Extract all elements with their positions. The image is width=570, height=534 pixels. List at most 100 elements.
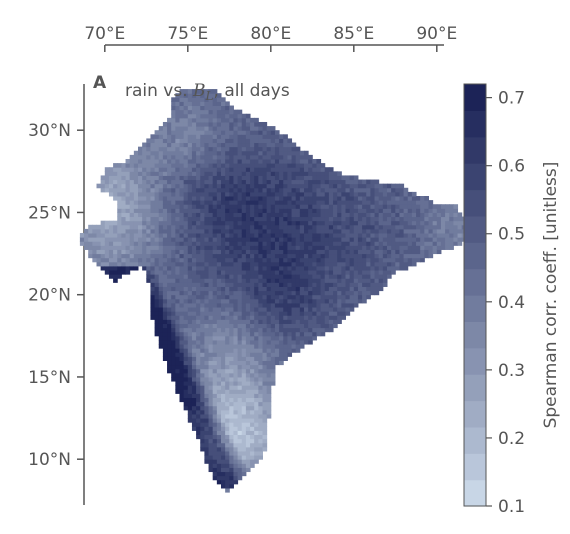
- heatmap-cell: [204, 89, 210, 94]
- heatmap-cell: [378, 224, 384, 230]
- heatmap-cell: [138, 237, 143, 242]
- heatmap-cell: [196, 175, 201, 181]
- heatmap-cell: [183, 286, 189, 292]
- heatmap-cell: [208, 389, 214, 394]
- heatmap-cell: [250, 150, 255, 156]
- heatmap-cell: [150, 212, 156, 218]
- heatmap-cell: [237, 352, 243, 357]
- heatmap-cell: [212, 130, 218, 135]
- heatmap-cell: [241, 307, 247, 312]
- heatmap-cell: [395, 265, 400, 271]
- heatmap-cell: [158, 224, 164, 230]
- heatmap-cell: [449, 241, 454, 246]
- heatmap-cell: [287, 274, 293, 279]
- heatmap-cell: [175, 154, 180, 160]
- heatmap-cell: [391, 204, 396, 209]
- heatmap-cell: [229, 467, 234, 473]
- heatmap-cell: [295, 253, 301, 259]
- heatmap-cell: [266, 150, 272, 156]
- colorbar-tick-label: 0.3: [498, 361, 525, 381]
- heatmap-cell: [229, 130, 234, 135]
- heatmap-cell: [391, 253, 396, 259]
- heatmap-cell: [283, 196, 288, 201]
- heatmap-cell: [245, 418, 251, 423]
- heatmap-cell: [245, 323, 251, 329]
- heatmap-cell: [250, 179, 255, 185]
- heatmap-cell: [171, 233, 176, 238]
- heatmap-cell: [108, 257, 114, 263]
- heatmap-cell: [262, 208, 268, 213]
- heatmap-cell: [241, 142, 247, 148]
- colorbar-segment: [464, 400, 486, 428]
- heatmap-cell: [245, 241, 251, 246]
- heatmap-cell: [183, 228, 189, 234]
- heatmap-cell: [250, 204, 255, 209]
- heatmap-cell: [362, 249, 367, 255]
- heatmap-cell: [204, 426, 210, 431]
- heatmap-cell: [233, 434, 239, 440]
- heatmap-cell: [374, 282, 380, 287]
- heatmap-cell: [283, 204, 288, 209]
- heatmap-cell: [216, 253, 222, 259]
- heatmap-cell: [208, 89, 214, 94]
- heatmap-cell: [287, 224, 293, 230]
- heatmap-cell: [254, 228, 259, 234]
- heatmap-cell: [270, 331, 276, 337]
- heatmap-cell: [241, 331, 247, 337]
- heatmap-cell: [382, 212, 388, 218]
- heatmap-cell: [270, 315, 276, 320]
- heatmap-cell: [221, 278, 226, 283]
- heatmap-cell: [250, 401, 255, 407]
- heatmap-cell: [179, 364, 185, 370]
- heatmap-cell: [320, 249, 326, 255]
- heatmap-cell: [245, 167, 251, 172]
- heatmap-cell: [324, 286, 330, 292]
- heatmap-cell: [245, 237, 251, 242]
- heatmap-cell: [407, 257, 413, 263]
- heatmap-cell: [312, 204, 317, 209]
- heatmap-cell: [221, 368, 226, 374]
- heatmap-cell: [162, 212, 168, 218]
- heatmap-cell: [79, 237, 85, 242]
- heatmap-cell: [237, 113, 243, 119]
- heatmap-cell: [216, 430, 222, 436]
- heatmap-cell: [208, 105, 214, 111]
- heatmap-cell: [382, 220, 388, 226]
- heatmap-cell: [362, 200, 367, 205]
- heatmap-cell: [233, 265, 239, 271]
- heatmap-cell: [146, 200, 151, 205]
- heatmap-cell: [262, 352, 268, 357]
- heatmap-cell: [162, 331, 168, 337]
- heatmap-cell: [258, 138, 263, 144]
- heatmap-cell: [162, 335, 168, 341]
- heatmap-cell: [212, 97, 218, 102]
- heatmap-cell: [138, 191, 143, 197]
- heatmap-cell: [250, 278, 255, 283]
- heatmap-cell: [221, 274, 226, 279]
- heatmap-cell: [391, 183, 396, 189]
- heatmap-cell: [266, 286, 272, 292]
- heatmap-cell: [121, 228, 127, 234]
- heatmap-cell: [266, 204, 272, 209]
- heatmap-cell: [320, 220, 326, 226]
- heatmap-cell: [200, 290, 205, 296]
- heatmap-cell: [113, 241, 118, 246]
- heatmap-cell: [341, 183, 346, 189]
- heatmap-cell: [187, 397, 193, 403]
- heatmap-cell: [150, 224, 156, 230]
- heatmap-cell: [204, 430, 210, 436]
- heatmap-cell: [204, 302, 210, 308]
- heatmap-cell: [382, 216, 388, 222]
- heatmap-cell: [445, 216, 450, 222]
- heatmap-cell: [175, 167, 180, 172]
- heatmap-cell: [133, 216, 139, 222]
- heatmap-cell: [162, 352, 168, 357]
- heatmap-cell: [283, 187, 288, 193]
- heatmap-cell: [333, 241, 338, 246]
- heatmap-cell: [229, 134, 234, 139]
- heatmap-cell: [254, 224, 259, 230]
- heatmap-cell: [92, 257, 97, 263]
- heatmap-cell: [378, 208, 384, 213]
- heatmap-cell: [366, 208, 371, 213]
- heatmap-cell: [391, 249, 396, 255]
